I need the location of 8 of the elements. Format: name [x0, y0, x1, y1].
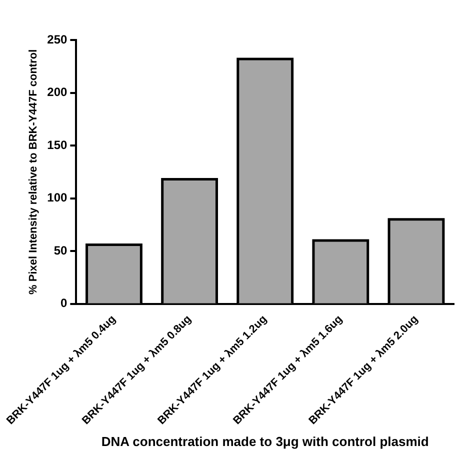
y-tick-label: 150 — [47, 138, 68, 152]
y-tick-label: 100 — [47, 190, 68, 205]
y-tick-label: 250 — [47, 32, 68, 46]
y-tick-label: 0 — [60, 296, 68, 310]
y-axis-title: % Pixel Intensity relative to BRK-Y447F control — [28, 49, 40, 294]
x-axis-title: DNA concentration made to 3μg with control plasmid — [101, 434, 429, 449]
y-tick-label: 200 — [47, 85, 68, 100]
y-tick-label: 50 — [54, 243, 68, 258]
